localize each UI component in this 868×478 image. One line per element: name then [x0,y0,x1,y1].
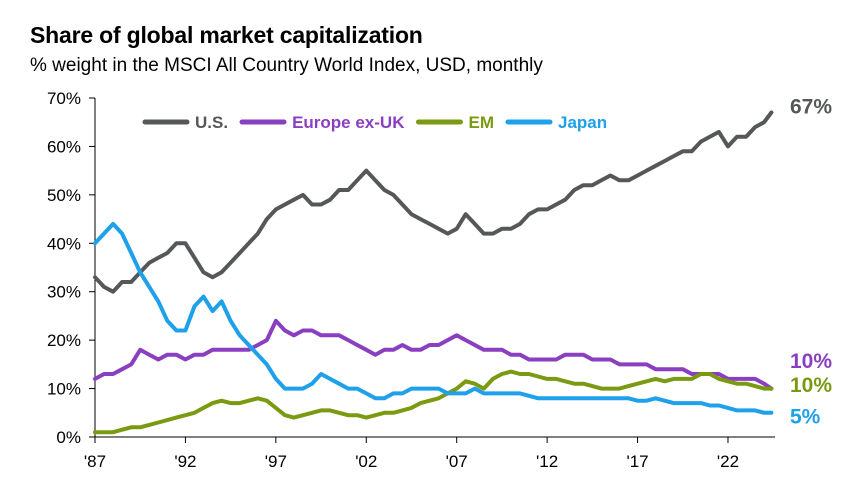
x-tick-label: '17 [626,452,648,471]
legend-label-us: U.S. [195,113,228,132]
series-line-europe [93,318,774,391]
x-tick-label: '92 [174,452,196,471]
end-label-em: 10% [790,374,832,397]
y-tick-label: 20% [47,331,81,350]
legend-label-japan: Japan [558,113,607,132]
y-tick-label: 50% [47,186,81,205]
y-tick-label: 60% [47,137,81,156]
series-line-japan [93,221,774,415]
x-tick-label: '87 [84,452,106,471]
x-tick-label: '02 [355,452,377,471]
series-line-us [93,110,774,294]
y-tick-label: 0% [56,428,81,447]
y-tick-label: 30% [47,283,81,302]
y-tick-label: 70% [47,89,81,108]
y-tick-label: 10% [47,380,81,399]
end-label-europe: 10% [790,350,832,373]
end-label-us: 67% [790,96,832,119]
chart-subtitle: % weight in the MSCI All Country World I… [30,55,543,76]
x-axis: '87 '92 '97 '02 '07 '12 '17 '22 [84,436,775,471]
end-label-japan: 5% [790,405,821,428]
end-labels: 67% 10%10% 5% [790,96,832,429]
series-line-em [93,369,774,435]
series-layer [93,110,774,435]
y-axis: 0% 10% 20% 30% 40% 50% 60% 70% [47,89,96,447]
chart-title: Share of global market capitalization [30,22,423,48]
y-tick-label: 40% [47,234,81,253]
x-tick-label: '07 [446,452,468,471]
legend-label-europe: Europe ex-UK [292,113,405,132]
legend-label-em: EM [468,113,494,132]
legend: U.S. Europe ex-UK EM Japan [142,113,607,132]
x-tick-label: '22 [717,452,739,471]
x-tick-label: '12 [536,452,558,471]
x-tick-label: '97 [265,452,287,471]
